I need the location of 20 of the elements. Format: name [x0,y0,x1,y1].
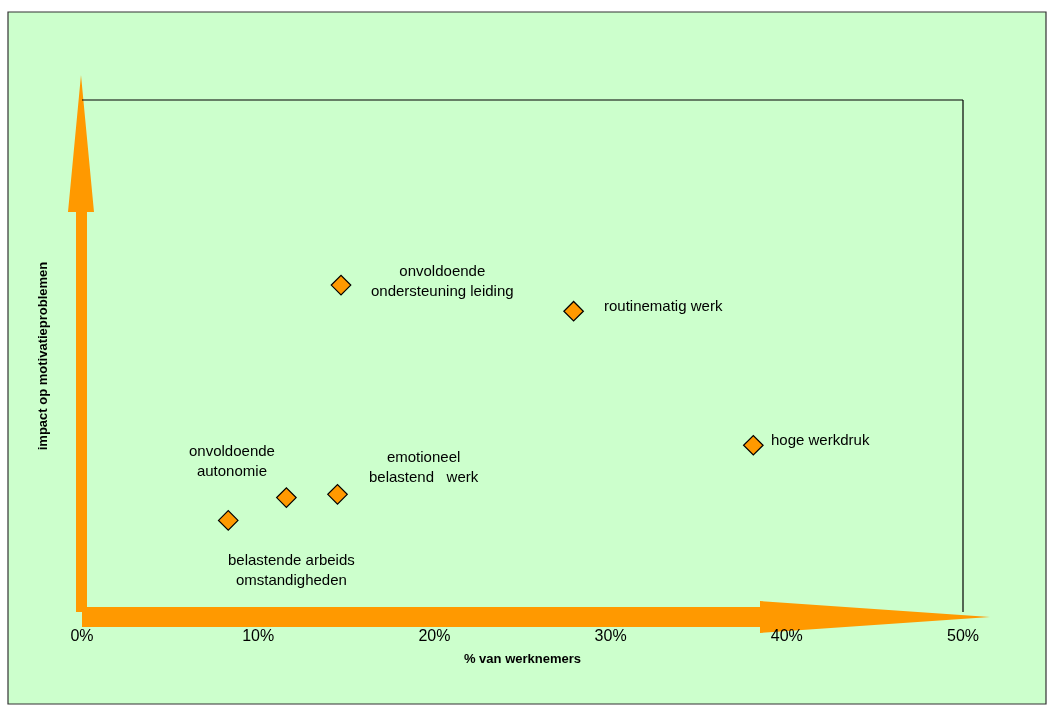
point [327,483,348,505]
x-tick-label: 50% [946,627,980,644]
point [742,434,764,456]
y-axis-title: impact op motivatieproblemen [34,261,50,451]
x-axis-title: % van werknemers [463,650,582,666]
point [276,487,297,508]
x-tick-label: 20% [418,627,451,644]
annotation: onvoldoende ondersteuning leiding [371,262,514,299]
point [330,274,352,296]
annotation: belastende arbeids omstandigheden [228,551,355,588]
annotation: hoge werkdruk [771,431,870,448]
annotation: routinematig werk [604,297,723,314]
x-tick-label: 30% [594,627,627,644]
x-tick-label: 10% [242,627,275,644]
point [217,510,239,531]
point [563,300,584,322]
annotation: onvoldoende autonomie [189,442,275,479]
x-tick-label: 40% [770,627,803,644]
x-tick-label: 0% [70,627,94,644]
annotation: emotioneel belastend werk [369,448,479,485]
